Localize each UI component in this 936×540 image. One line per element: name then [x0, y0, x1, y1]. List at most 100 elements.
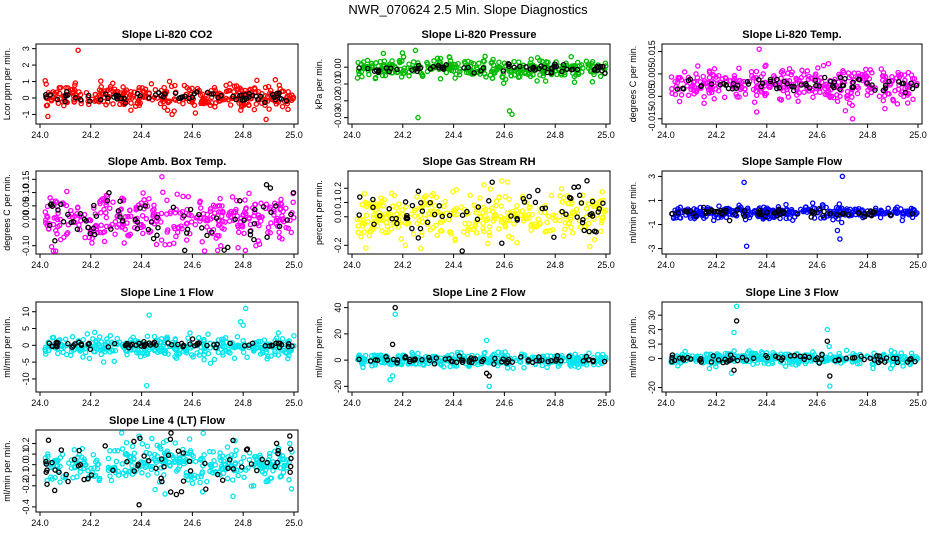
data-point [513, 207, 519, 213]
data-point [70, 219, 77, 225]
data-point [247, 228, 254, 234]
data-point [474, 216, 481, 223]
data-point [131, 450, 138, 456]
x-tick-label: 24.2 [82, 260, 100, 270]
y-tick-label: 3 [21, 46, 31, 51]
data-point [900, 80, 907, 87]
y-tick-label: 0.2 [333, 182, 343, 195]
data-point [872, 87, 878, 93]
data-point [364, 203, 370, 209]
data-point [809, 200, 816, 206]
data-point [869, 82, 875, 88]
data-point [357, 194, 363, 200]
data-point [283, 98, 290, 104]
data-point [543, 228, 549, 235]
data-point [361, 229, 368, 235]
data-point [68, 465, 75, 471]
data-point [589, 198, 596, 205]
data-point [52, 238, 58, 244]
data-point [473, 209, 479, 216]
data-point [583, 205, 590, 212]
data-point [704, 84, 711, 90]
data-point [356, 65, 362, 71]
data-point [237, 198, 243, 204]
plot-frame [347, 43, 611, 125]
data-point [55, 223, 61, 230]
data-point [125, 213, 131, 220]
outlier-point [733, 318, 740, 324]
data-point [255, 88, 262, 95]
data-point [568, 53, 574, 60]
data-point [288, 455, 294, 462]
data-point [476, 60, 482, 67]
plot-frame [661, 43, 923, 125]
data-point [420, 72, 426, 79]
data-point [559, 68, 565, 75]
data-point [821, 74, 828, 81]
data-point [178, 223, 184, 229]
data-point [869, 69, 875, 76]
data-point [148, 466, 155, 473]
data-point [124, 220, 130, 226]
data-point [531, 224, 538, 230]
data-point [709, 89, 715, 96]
data-point [117, 101, 123, 108]
y-tick-label: -0.005 [647, 84, 657, 110]
data-point [741, 208, 748, 214]
data-point [708, 359, 715, 365]
outlier-point [146, 312, 152, 318]
data-point [241, 217, 247, 223]
data-point [160, 189, 166, 196]
data-point [162, 241, 168, 248]
data-point [103, 101, 109, 108]
series-selected [46, 181, 297, 254]
data-point [819, 351, 825, 358]
outlier-point [733, 303, 740, 310]
data-point [204, 89, 211, 96]
data-point [360, 217, 366, 223]
data-point [286, 477, 292, 483]
data-point [366, 232, 373, 239]
data-point [184, 84, 190, 91]
data-point [535, 216, 541, 222]
data-point [112, 218, 119, 225]
data-point [536, 57, 543, 64]
data-point [91, 231, 98, 238]
data-point [219, 208, 226, 215]
outlier-point [509, 111, 515, 118]
data-point [498, 203, 504, 209]
data-point [107, 205, 113, 211]
data-point [745, 81, 752, 87]
data-point [498, 219, 505, 225]
x-tick-label: 24.2 [82, 518, 100, 528]
data-point [103, 214, 110, 221]
data-point [600, 197, 607, 204]
data-point [87, 98, 93, 104]
data-point [197, 199, 203, 206]
data-point [891, 349, 898, 356]
y-tick-label: 2 [21, 63, 31, 68]
data-point [786, 65, 793, 72]
data-point [376, 201, 382, 208]
data-point [223, 82, 229, 89]
data-point [370, 212, 377, 218]
data-point [864, 80, 870, 86]
data-point [148, 81, 155, 87]
data-point [139, 441, 146, 447]
data-point [252, 206, 258, 213]
data-point [146, 195, 152, 202]
data-point [251, 236, 257, 243]
data-point [511, 58, 517, 65]
data-point [231, 209, 237, 216]
data-point [192, 110, 199, 116]
data-point [568, 224, 574, 231]
outlier-point [824, 338, 831, 344]
data-point [846, 100, 853, 106]
data-point [263, 181, 270, 188]
data-point [232, 461, 238, 467]
data-point [138, 200, 145, 206]
data-point [417, 225, 424, 232]
data-point [506, 196, 513, 202]
data-point [234, 334, 241, 340]
